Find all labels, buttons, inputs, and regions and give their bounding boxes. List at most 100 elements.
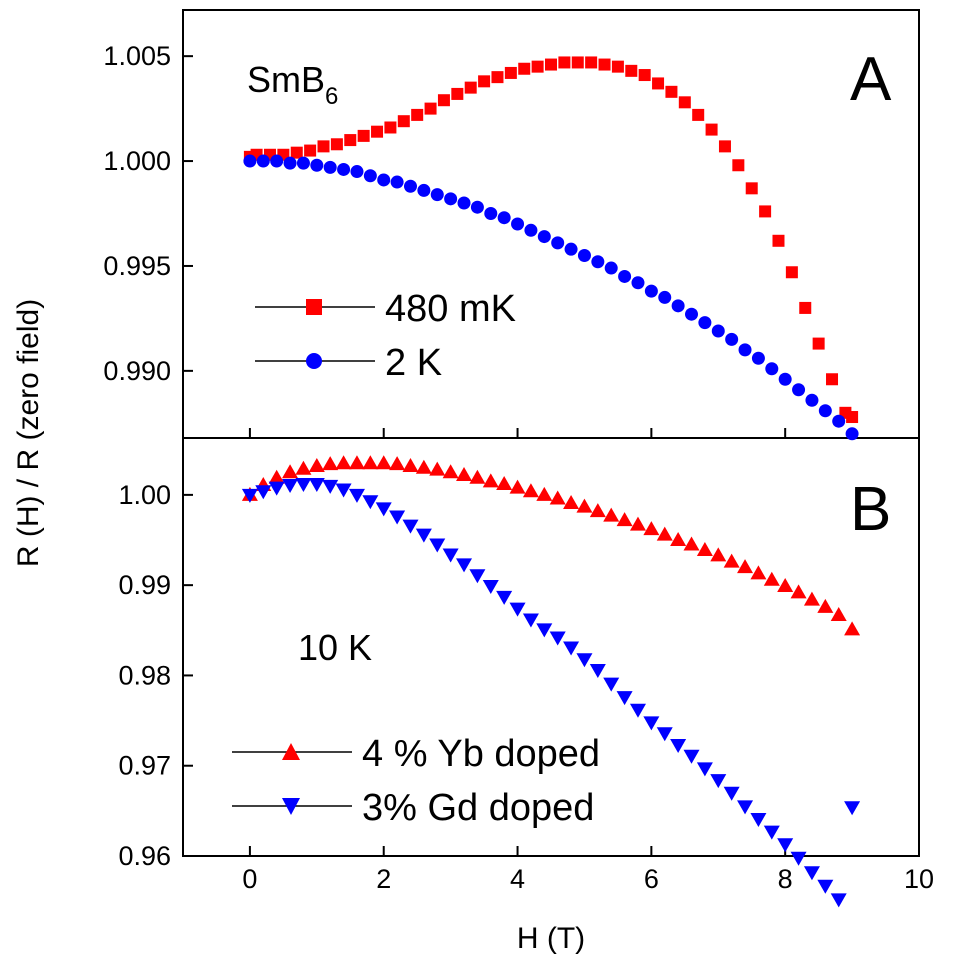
data-point [723, 553, 740, 568]
data-point [777, 578, 794, 593]
data-point [751, 351, 765, 365]
data-point [718, 140, 731, 153]
data-point [444, 192, 458, 206]
data-point [803, 591, 820, 606]
data-point [631, 276, 645, 290]
data-point [518, 62, 531, 75]
x-tick-label: 8 [778, 864, 793, 894]
data-point [429, 538, 446, 553]
data-point [442, 464, 459, 479]
data-point [803, 866, 820, 881]
x-tick-label: 2 [376, 864, 391, 894]
data-point [415, 528, 432, 543]
data-point [397, 115, 410, 128]
data-point [576, 498, 593, 513]
y-tick-label: 0.98 [118, 660, 171, 690]
data-point [323, 160, 337, 174]
data-point [403, 179, 417, 193]
panel-a-legend: 480 mK 2 K [255, 288, 516, 384]
y-tick-label: 1.000 [103, 146, 171, 176]
data-point [723, 786, 740, 801]
y-tick-label: 0.995 [103, 251, 171, 281]
data-point [551, 236, 565, 250]
data-point [335, 483, 352, 498]
data-point [698, 316, 712, 330]
legend-b-marker-1 [282, 743, 300, 760]
data-point [348, 488, 365, 503]
data-point [442, 548, 459, 563]
data-point [737, 800, 754, 815]
data-point [563, 495, 580, 510]
data-point [545, 58, 557, 71]
data-point [348, 455, 365, 470]
x-tick-label: 0 [242, 864, 257, 894]
data-point [817, 598, 834, 613]
data-point [790, 584, 807, 599]
data-point [537, 230, 551, 244]
data-point [241, 488, 258, 503]
data-point [750, 565, 767, 580]
data-point [464, 81, 477, 94]
panel-b-axes: 0.96 0.97 0.98 0.99 1.00 0 2 4 6 8 10 [118, 480, 934, 894]
data-point [283, 156, 297, 170]
data-point [759, 205, 772, 218]
x-tick-label: 4 [510, 864, 525, 894]
data-point [437, 94, 450, 107]
panel-b-frame [182, 437, 920, 857]
data-point [772, 234, 785, 247]
data-point [598, 58, 611, 71]
data-point [652, 77, 665, 90]
y-axis-title: R (H) / R (zero field) [12, 299, 45, 567]
panel-a-annotation-sub: 6 [325, 83, 338, 110]
data-point [243, 154, 257, 168]
data-point [322, 479, 339, 494]
data-point [603, 677, 620, 692]
data-point [469, 469, 486, 484]
data-point [696, 762, 713, 777]
data-point [846, 411, 859, 424]
data-point [658, 290, 672, 304]
data-point [576, 653, 593, 668]
data-point [402, 457, 419, 472]
data-point [255, 485, 272, 500]
data-point [371, 125, 384, 138]
data-point [665, 85, 678, 98]
data-point [469, 569, 486, 584]
data-point [799, 301, 812, 314]
legend-b-label-1: 4 % Yb doped [362, 733, 600, 775]
data-point [696, 541, 713, 556]
data-point [725, 332, 739, 346]
data-point [625, 64, 638, 77]
data-point [777, 838, 794, 853]
data-point [478, 75, 491, 88]
data-point [705, 123, 718, 136]
data-point [295, 478, 312, 493]
data-point [589, 503, 606, 518]
data-point [670, 532, 687, 547]
data-point [818, 404, 832, 418]
series-1 [243, 56, 859, 424]
data-point [710, 547, 727, 562]
data-point [424, 102, 437, 115]
data-point [504, 66, 517, 79]
y-tick-label: 0.96 [118, 841, 171, 871]
data-point [511, 217, 525, 231]
data-point [785, 266, 798, 279]
series-2 [243, 154, 859, 441]
legend-b-marker-2 [282, 798, 300, 815]
data-point [692, 108, 705, 121]
data-point [616, 691, 633, 706]
data-point [656, 727, 673, 742]
data-point [616, 512, 633, 527]
data-point [830, 893, 847, 908]
data-point [577, 248, 591, 262]
data-point [496, 476, 513, 491]
data-point [350, 165, 364, 179]
data-point [389, 456, 406, 471]
data-point [778, 372, 792, 386]
data-point [482, 580, 499, 595]
data-point [618, 269, 632, 283]
data-point [670, 738, 687, 753]
data-point [491, 71, 504, 84]
